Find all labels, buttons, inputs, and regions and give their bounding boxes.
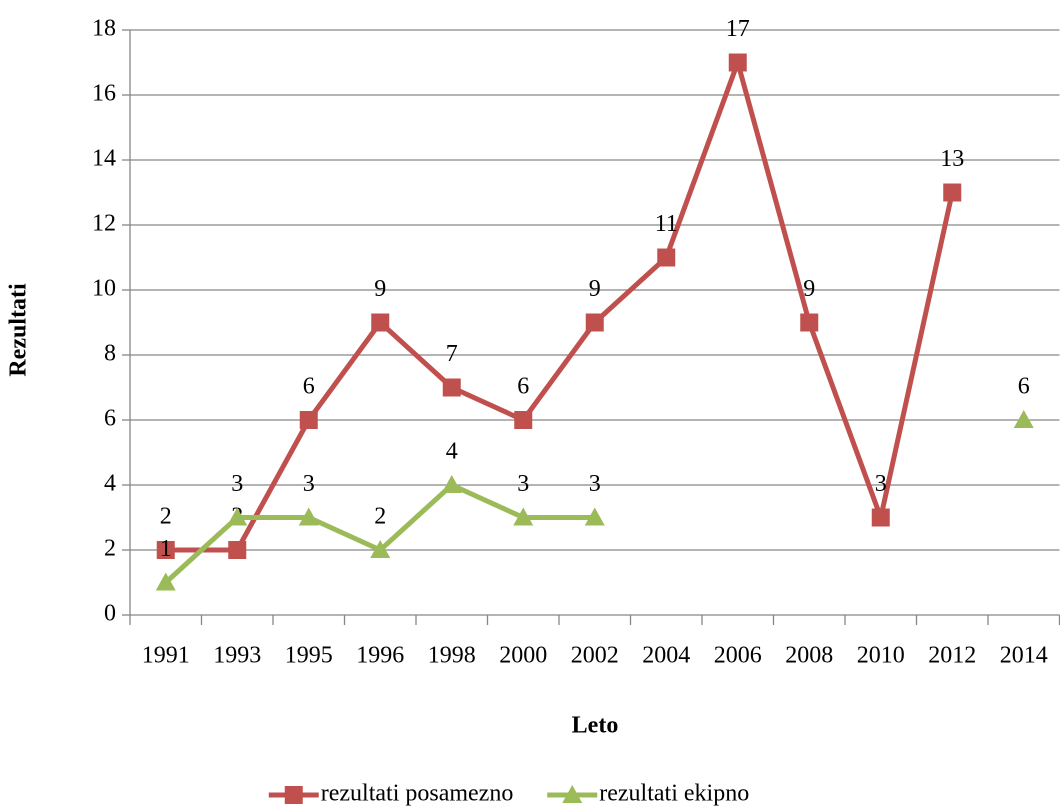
x-tick-label: 2004: [642, 643, 690, 669]
y-tick-label: 12: [92, 211, 116, 237]
data-point: [800, 313, 819, 332]
x-tick-label: 1998: [428, 643, 476, 669]
data-point: [584, 507, 605, 526]
data-point: [228, 541, 247, 559]
x-tick-label: 2010: [857, 643, 905, 669]
data-point: [514, 411, 533, 429]
data-point: [298, 507, 319, 526]
data-label: 2: [374, 504, 386, 530]
data-label: 9: [589, 276, 601, 302]
data-label: 3: [517, 471, 529, 497]
data-label: 6: [303, 374, 315, 400]
legend-label: rezultati ekipno: [599, 781, 749, 807]
data-point: [657, 248, 676, 267]
x-axis-label: Leto: [572, 713, 619, 739]
data-label: 2: [160, 504, 172, 530]
data-point: [585, 313, 604, 332]
data-point: [371, 313, 390, 332]
x-tick-label: 1996: [356, 643, 404, 669]
data-label: 4: [446, 439, 458, 465]
y-tick-label: 10: [92, 276, 116, 302]
data-label: 1: [160, 536, 172, 562]
x-tick-label: 2012: [928, 643, 976, 669]
data-label: 3: [231, 471, 243, 497]
x-tick-label: 2008: [785, 643, 833, 669]
x-tick-label: 2002: [571, 643, 619, 669]
y-tick-label: 6: [104, 406, 116, 432]
x-tick-label: 1991: [142, 643, 190, 669]
legend-marker: [562, 785, 583, 803]
data-label: 9: [803, 276, 815, 302]
y-tick-label: 4: [104, 471, 116, 497]
y-tick-label: 14: [92, 146, 116, 172]
data-point: [728, 53, 747, 72]
legend-marker: [284, 786, 303, 804]
data-point: [513, 507, 534, 526]
x-tick-label: 1993: [213, 643, 261, 669]
y-tick-label: 8: [104, 341, 116, 367]
legend-label: rezultati posamezno: [321, 781, 514, 807]
data-point: [156, 541, 175, 559]
data-label: 17: [726, 16, 750, 42]
data-point: [442, 378, 461, 397]
data-point: [370, 540, 391, 558]
x-tick-label: 2000: [499, 643, 547, 669]
data-point: [155, 572, 176, 591]
data-point: [441, 475, 462, 493]
y-axis-label: Rezultati: [6, 283, 32, 377]
data-label: 3: [875, 471, 887, 497]
data-label: 13: [940, 146, 964, 172]
y-tick-label: 0: [104, 601, 116, 627]
data-point: [299, 411, 318, 429]
y-tick-label: 18: [92, 16, 116, 42]
y-tick-label: 2: [104, 536, 116, 562]
data-label: 11: [655, 211, 678, 237]
series-line: [165, 60, 955, 553]
data-label: 7: [446, 341, 458, 367]
x-tick-label: 2006: [714, 643, 762, 669]
data-point: [943, 183, 962, 202]
data-label: 3: [303, 471, 315, 497]
data-point: [1013, 410, 1034, 428]
data-label: 6: [517, 374, 529, 400]
data-label: 3: [589, 471, 601, 497]
x-tick-label: 1995: [285, 643, 333, 669]
data-point: [227, 507, 248, 526]
data-label: 6: [1018, 374, 1030, 400]
x-tick-label: 2014: [1000, 643, 1048, 669]
data-point: [871, 508, 890, 527]
y-tick-label: 16: [92, 81, 116, 107]
data-label: 9: [374, 276, 386, 302]
